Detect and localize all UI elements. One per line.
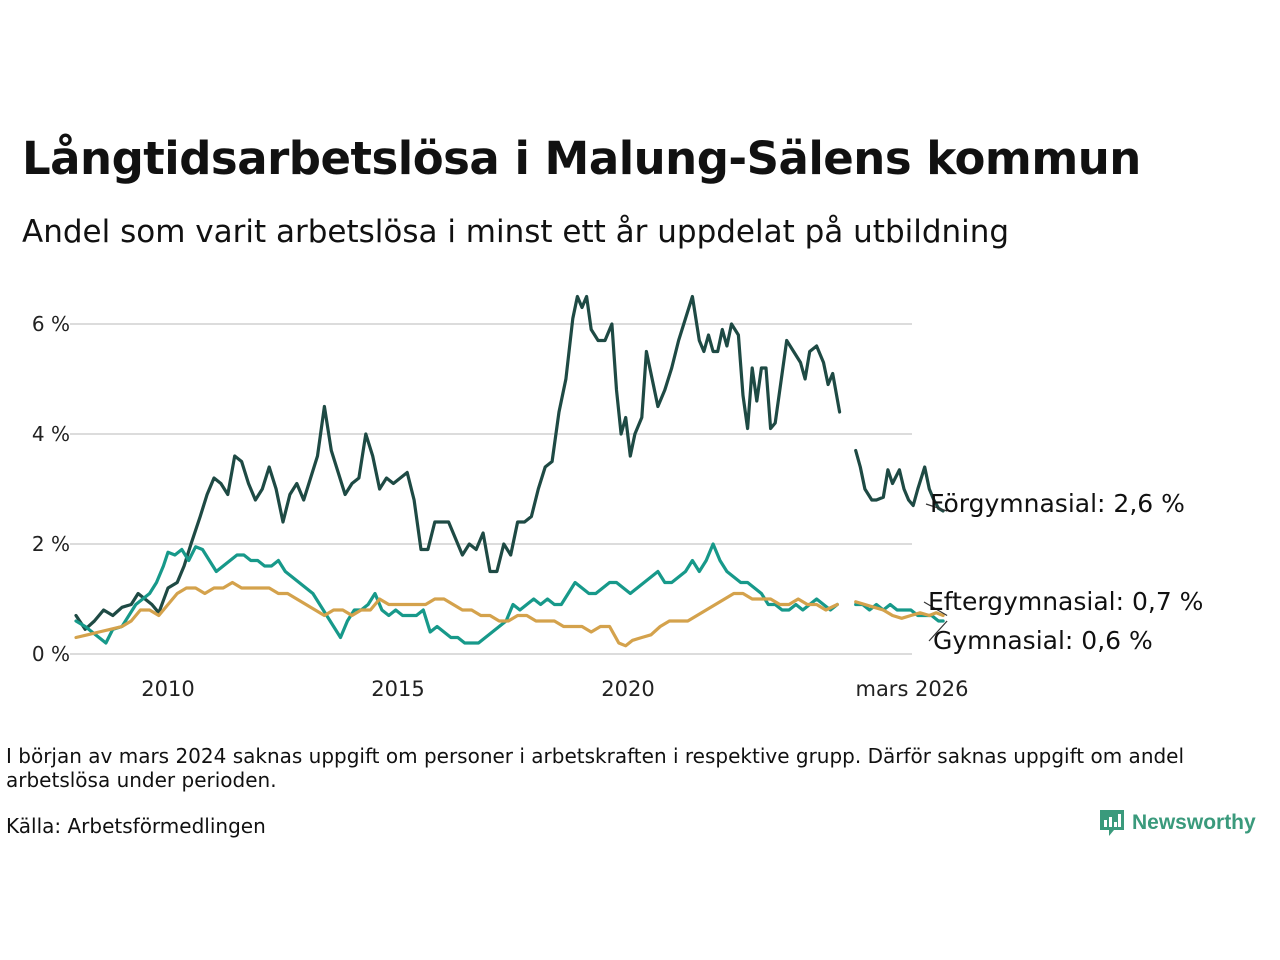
line-chart: 0 % 2 % 4 % 6 % 2010 2015 2020 mars 2026 Förgy… [32,294,1203,701]
y-tick-label: 4 % [32,422,70,446]
y-tick-label: 0 % [32,642,70,666]
x-tick-label: 2015 [371,677,424,701]
label-connector [928,620,948,642]
end-label-gymnasial: Gymnasial: 0,6 % [933,626,1153,655]
chart-title: Långtidsarbetslösa i Malung-Sälens kommu… [22,132,1141,185]
chart-subtitle: Andel som varit arbetslösa i minst ett å… [22,214,1010,250]
brand-name: Newsworthy [1132,811,1256,834]
footnote: I början av mars 2024 saknas uppgift om … [6,744,1185,792]
series-line-förgymnasial [74,294,945,631]
source-text: Källa: Arbetsförmedlingen [6,814,266,838]
end-label-eftergymnasial: Eftergymnasial: 0,7 % [928,587,1203,616]
x-tick-label: mars 2026 [855,677,968,701]
y-axis-ticks: 0 % 2 % 4 % 6 % [32,312,70,666]
series-lines [74,294,945,648]
end-label-förgymnasial: Förgymnasial: 2,6 % [930,489,1185,518]
newsworthy-logo-icon [1100,810,1124,836]
series-line-eftergymnasial [74,580,945,648]
label-connector [923,601,948,617]
brand-logo[interactable]: Newsworthy [1098,808,1256,838]
x-axis-ticks: 2010 2015 2020 mars 2026 [141,677,968,701]
x-tick-label: 2010 [141,677,194,701]
y-tick-label: 6 % [32,312,70,336]
y-tick-label: 2 % [32,532,70,556]
grid [70,323,912,655]
label-connector [925,503,948,512]
x-tick-label: 2020 [601,677,654,701]
end-labels: Förgymnasial: 2,6 % Gymnasial: 0,6 % Efter… [923,489,1203,655]
